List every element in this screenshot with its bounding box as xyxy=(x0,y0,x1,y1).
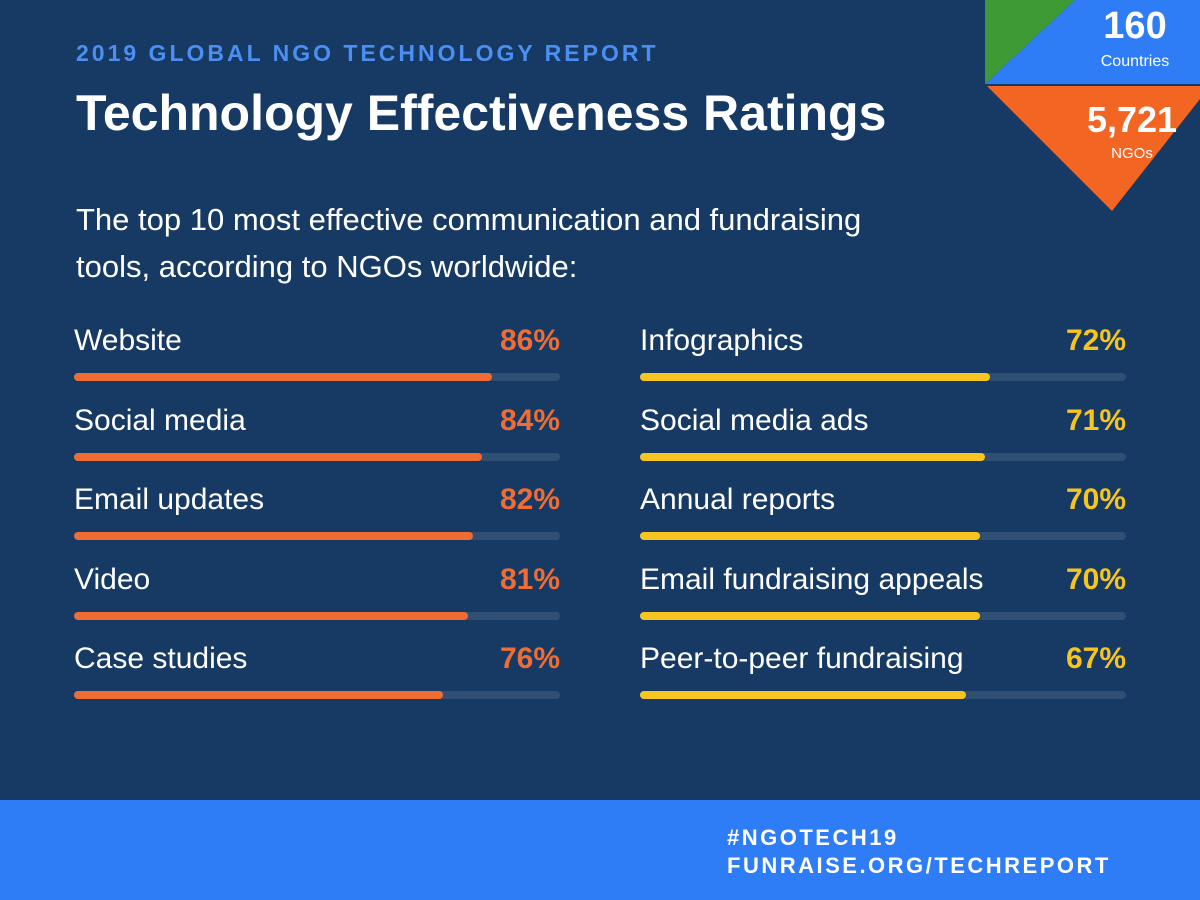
bar-track xyxy=(74,532,560,540)
badge-blue-panel xyxy=(985,0,1200,84)
bar-fill xyxy=(640,611,981,620)
rating-label: Annual reports xyxy=(640,483,836,516)
rating-label: Website xyxy=(74,324,182,357)
rating-row: Peer-to-peer fundraising 67% xyxy=(640,642,1126,702)
rating-row: Infographics 72% xyxy=(640,324,1126,384)
chart-subtitle: The top 10 most effective communication … xyxy=(76,202,862,284)
bar-track xyxy=(74,373,560,381)
stats-badge: 160 Countries 5,721 NGOs xyxy=(985,0,1200,215)
rating-label: Email updates xyxy=(74,483,265,516)
rating-label: Peer-to-peer fundraising xyxy=(640,642,964,675)
rating-row: Video 81% xyxy=(74,563,560,623)
bar-fill xyxy=(74,611,468,620)
rating-row: Email updates 82% xyxy=(74,483,560,543)
bar-track xyxy=(640,532,1126,540)
rating-row: Case studies 76% xyxy=(74,642,560,702)
ngos-count: 5,721 xyxy=(1086,99,1178,140)
badge-orange-diamond xyxy=(987,86,1200,211)
rating-value: 67% xyxy=(1065,642,1126,675)
bar-fill xyxy=(640,373,990,381)
rating-value: 86% xyxy=(499,324,560,357)
rating-value: 76% xyxy=(499,642,560,675)
footer-bar: #NGOTECH19 FUNRAISE.ORG/TECHREPORT xyxy=(0,800,1200,900)
rating-value: 72% xyxy=(1065,324,1126,357)
rating-row: Website 86% xyxy=(74,324,560,384)
hashtag: #NGOTECH19 xyxy=(727,825,899,850)
badge-shape xyxy=(985,0,1200,211)
bar-fill xyxy=(74,452,483,461)
rating-label: Video xyxy=(74,562,151,596)
ngos-label: NGOs xyxy=(1111,145,1153,162)
rating-value: 70% xyxy=(1065,483,1126,516)
bar-track xyxy=(74,691,560,699)
rating-row: Social media 84% xyxy=(74,404,560,464)
rating-label: Social media ads xyxy=(640,403,869,437)
bar-fill xyxy=(640,691,966,699)
bar-fill xyxy=(74,532,473,540)
bar-fill xyxy=(640,532,981,540)
bar-fill xyxy=(74,691,444,699)
bar-track xyxy=(640,611,1126,620)
rating-label: Email fundraising appeals xyxy=(640,562,984,596)
rating-value: 70% xyxy=(1065,562,1126,596)
countries-count: 160 xyxy=(1103,5,1167,47)
countries-label: Countries xyxy=(1100,53,1170,70)
report-kicker: 2019 GLOBAL NGO TECHNOLOGY REPORT xyxy=(76,40,659,66)
bar-fill xyxy=(640,452,986,461)
rating-row: Social media ads 71% xyxy=(640,404,1126,464)
bar-fill xyxy=(74,373,492,381)
rating-label: Case studies xyxy=(74,642,248,675)
bar-track xyxy=(640,452,1126,461)
page-title: Technology Effectiveness Ratings xyxy=(76,85,887,141)
bar-track xyxy=(74,611,560,620)
report-url[interactable]: FUNRAISE.ORG/TECHREPORT xyxy=(727,853,1111,878)
rating-row: Annual reports 70% xyxy=(640,483,1126,543)
rating-label: Social media xyxy=(74,403,246,437)
rating-value: 84% xyxy=(499,403,560,437)
bar-track xyxy=(640,373,1126,381)
rating-row: Email fundraising appeals 70% xyxy=(640,563,1126,623)
bar-track xyxy=(640,691,1126,699)
rating-label: Infographics xyxy=(640,324,804,357)
rating-value: 82% xyxy=(499,483,560,516)
rating-value: 71% xyxy=(1065,403,1126,437)
bar-track xyxy=(74,452,560,461)
rating-value: 81% xyxy=(499,562,560,596)
